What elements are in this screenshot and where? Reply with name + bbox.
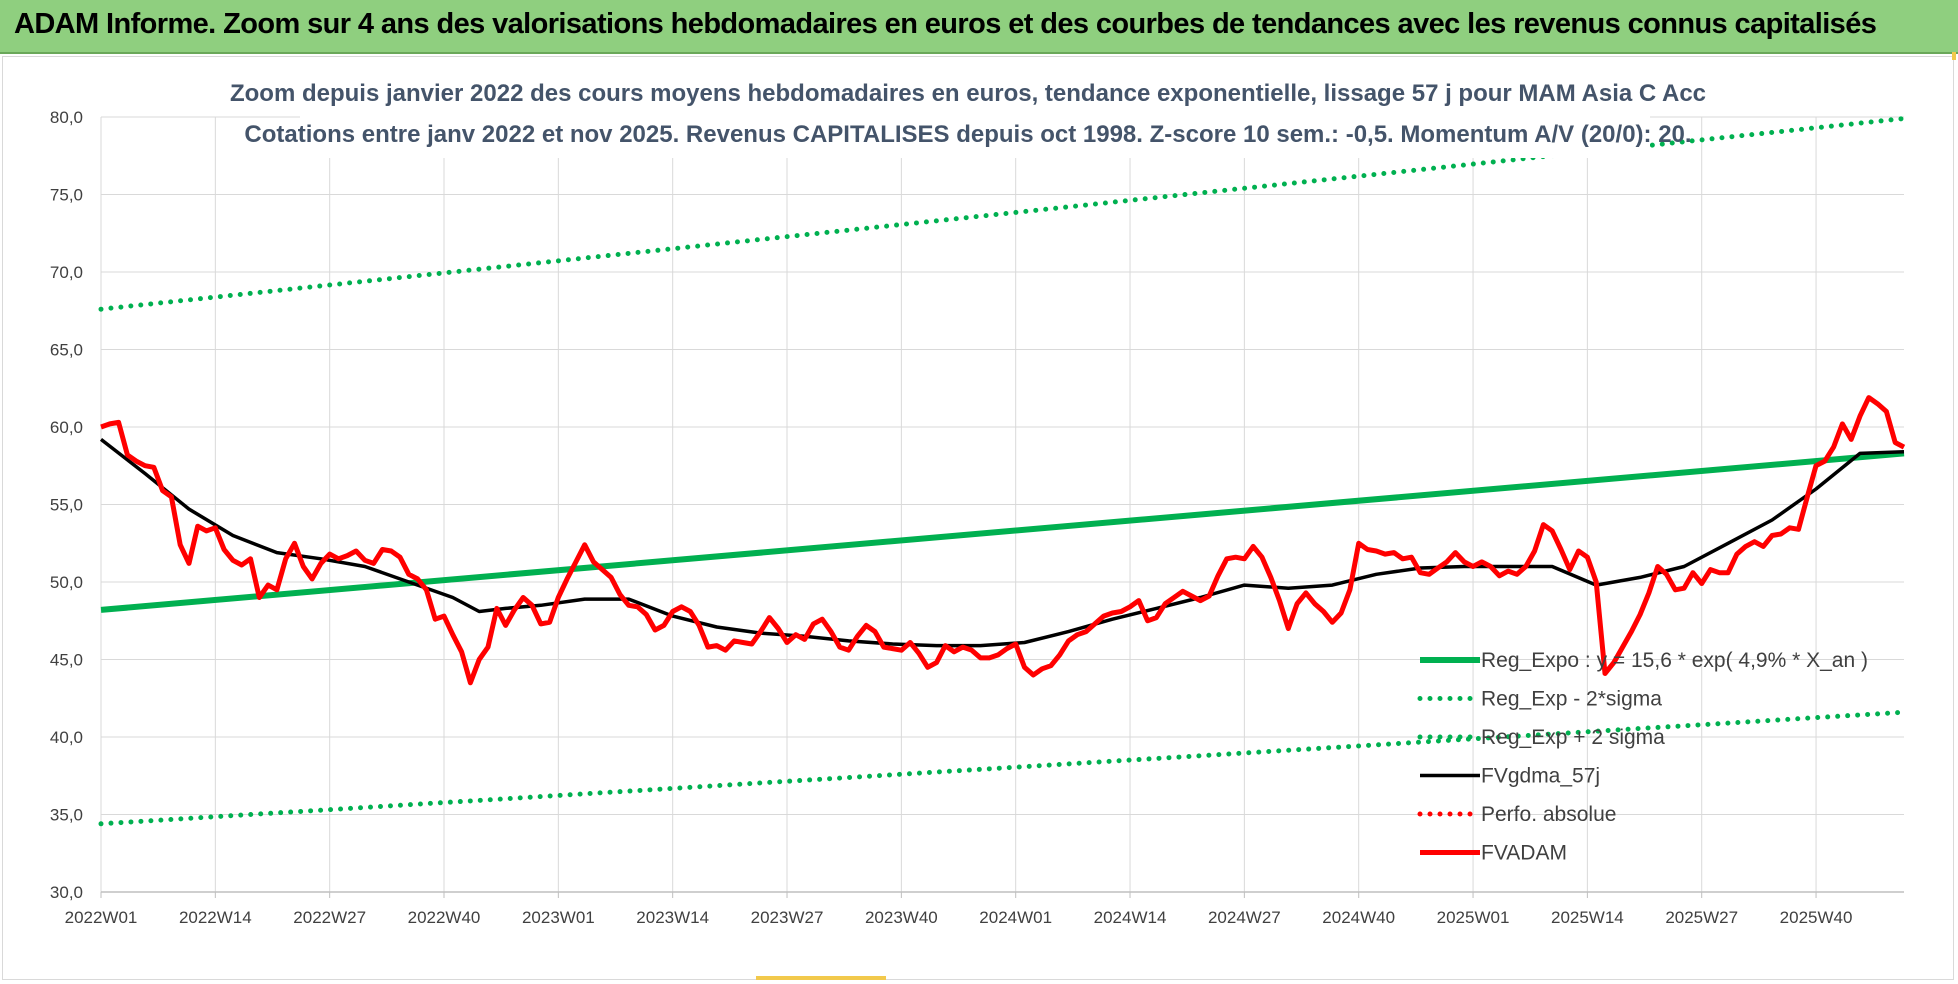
title-banner: ADAM Informe. Zoom sur 4 ans des valoris…	[0, 0, 1958, 54]
legend: Reg_Expo : y = 15,6 * exp( 4,9% * X_an )…	[1417, 649, 1868, 865]
x-tick-label: 2022W01	[65, 908, 138, 927]
x-tick-label: 2024W40	[1322, 908, 1395, 927]
y-tick-label: 75,0	[50, 186, 83, 205]
x-tick-label: 2024W14	[1094, 908, 1167, 927]
x-axis-ticks: 2022W01 2022W14 2022W27 2022W40 2023W01 2023W…	[65, 908, 1853, 927]
gridlines	[100, 116, 1904, 898]
chart-subtitle: Zoom depuis janvier 2022 des cours moyen…	[230, 74, 1706, 158]
y-tick-label: 30,0	[50, 883, 83, 902]
subtitle-background	[300, 74, 1650, 158]
legend-label: FVADAM	[1481, 842, 1567, 865]
y-tick-label: 40,0	[50, 728, 83, 747]
x-tick-label: 2023W14	[636, 908, 709, 927]
x-tick-label: 2025W27	[1665, 908, 1738, 927]
y-tick-label: 80,0	[50, 108, 83, 127]
legend-label: FVgdma_57j	[1481, 765, 1600, 788]
x-tick-label: 2025W40	[1780, 908, 1853, 927]
y-tick-label: 60,0	[50, 418, 83, 437]
legend-label: Perfo. absolue	[1481, 803, 1616, 826]
banner-title: ADAM Informe. Zoom sur 4 ans des valoris…	[14, 8, 1877, 40]
x-tick-label: 2024W27	[1208, 908, 1281, 927]
x-tick-label: 2022W14	[179, 908, 252, 927]
series-line-fvgdma-57j	[99, 438, 1905, 648]
series-line-reg-exp-2-sigma	[98, 709, 1907, 827]
y-axis-ticks: 30,0 35,0 40,0 45,0 50,0 55,0 60,0 65,0 70,0 75,0…	[50, 108, 83, 902]
legend-label: Reg_Exp - 2*sigma	[1481, 688, 1662, 711]
series-lines	[98, 116, 1907, 827]
x-tick-label: 2025W01	[1437, 908, 1510, 927]
frame-corner-mark	[1952, 52, 1956, 60]
y-tick-label: 70,0	[50, 263, 83, 282]
subtitle-line-1: Zoom depuis janvier 2022 des cours moyen…	[230, 80, 1706, 107]
y-tick-label: 35,0	[50, 806, 83, 825]
chart-frame	[2, 56, 1954, 980]
x-tick-label: 2025W14	[1551, 908, 1624, 927]
y-tick-label: 55,0	[50, 496, 83, 515]
frame-bottom-mark	[756, 976, 886, 980]
x-tick-label: 2024W01	[979, 908, 1052, 927]
x-tick-label: 2023W01	[522, 908, 595, 927]
series-line-fvadam	[100, 395, 1906, 686]
y-tick-label: 65,0	[50, 341, 83, 360]
legend-label: Reg_Exp + 2 sigma	[1481, 726, 1665, 749]
x-tick-label: 2022W27	[293, 908, 366, 927]
series-line-reg-expo-y-15-6-exp-4-9-x-an	[100, 450, 1905, 613]
y-tick-label: 50,0	[50, 573, 83, 592]
y-tick-label: 45,0	[50, 651, 83, 670]
x-tick-label: 2023W40	[865, 908, 938, 927]
x-tick-label: 2022W40	[408, 908, 481, 927]
legend-label: Reg_Expo : y = 15,6 * exp( 4,9% * X_an )	[1481, 649, 1868, 672]
subtitle-line-2: Cotations entre janv 2022 et nov 2025. R…	[244, 121, 1691, 148]
x-tick-label: 2023W27	[751, 908, 824, 927]
